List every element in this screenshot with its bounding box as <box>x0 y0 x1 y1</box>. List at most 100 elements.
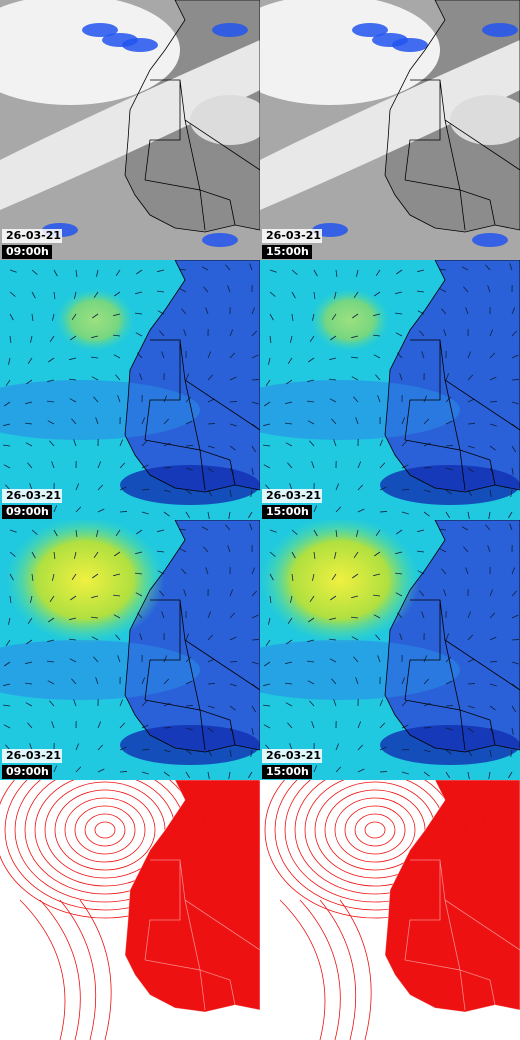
wind-arrow <box>423 727 432 729</box>
wind-arrow <box>489 636 497 641</box>
wind-arrow <box>311 721 315 729</box>
wind-arrow <box>291 291 296 299</box>
wind-arrow <box>31 529 38 535</box>
wind-arrow <box>91 335 99 339</box>
wind-arrow <box>183 589 187 597</box>
wind-band <box>0 380 200 440</box>
wind-arrow <box>374 291 381 297</box>
time-box <box>2 765 52 779</box>
wind-max <box>5 520 165 644</box>
wind-arrow <box>264 661 271 667</box>
wind-arrow <box>445 749 452 755</box>
date-box <box>262 489 322 503</box>
wind-arrow <box>93 656 99 663</box>
wind-arrow <box>395 312 403 315</box>
wind-arrow <box>395 551 403 555</box>
wind-arrow <box>163 749 171 753</box>
wind-arrow <box>4 661 11 667</box>
wind-arrow <box>335 483 340 491</box>
wind-arrow <box>485 264 491 271</box>
wind-arrow <box>225 264 231 271</box>
wind-arrow <box>439 548 447 553</box>
wind-arrow <box>461 526 469 531</box>
wind-arrow <box>510 489 513 497</box>
wind-arrow <box>97 721 102 729</box>
borders <box>384 780 520 1013</box>
wind-arrow <box>92 313 99 319</box>
wind-arrow <box>229 705 236 711</box>
wind-arrow <box>395 592 403 597</box>
wind-arrow <box>9 269 17 273</box>
wind-arrow <box>75 529 78 537</box>
wind-arrow <box>509 263 513 271</box>
wind-arrow <box>3 464 11 469</box>
wind-arrow <box>375 529 381 537</box>
wind-arrow <box>331 313 337 321</box>
wind-arrow <box>465 567 469 575</box>
wind-arrow <box>97 768 105 773</box>
wind-arrow <box>91 636 99 641</box>
wind-arrow <box>26 379 33 385</box>
wind-arrow <box>379 462 386 469</box>
wind-arrow <box>263 683 271 687</box>
isobar <box>354 813 396 847</box>
wind-arrow <box>135 312 143 315</box>
wind-arrow <box>375 374 381 381</box>
date-label: 26-03-21 <box>6 489 61 502</box>
isobar <box>64 797 146 863</box>
isobar <box>14 780 196 903</box>
wind-arrow <box>335 529 338 537</box>
wind-arrow <box>465 307 469 315</box>
wind-arrow <box>249 523 253 531</box>
wind-arrow <box>113 573 121 577</box>
wind-arrow <box>351 376 359 381</box>
land <box>385 520 520 752</box>
wind-arrow <box>377 655 381 663</box>
isobar <box>314 781 436 879</box>
wind-band <box>120 725 260 765</box>
wind-arrow <box>183 329 187 337</box>
wind-arrow <box>309 595 315 603</box>
wind-arrow <box>229 445 236 451</box>
wind-arrow <box>251 445 257 453</box>
wind-arrow <box>185 467 193 471</box>
wind-arrow <box>157 269 165 273</box>
wind-arrow <box>331 573 337 581</box>
wind-arrow <box>47 660 55 663</box>
wind-arrow <box>312 313 315 321</box>
wind-arrow <box>445 420 453 425</box>
wind-arrow <box>423 489 431 493</box>
wind-arrow <box>141 724 149 729</box>
borders <box>124 520 260 753</box>
wind-arrow <box>95 677 99 685</box>
wind-arrow <box>467 351 472 359</box>
wind-arrow <box>69 378 77 381</box>
wind-arrow <box>69 398 77 403</box>
wind-arrow <box>463 286 469 293</box>
wind-arrow <box>269 313 274 321</box>
wind-arrow <box>375 269 381 277</box>
wind-arrow <box>265 379 271 387</box>
wind-arrow <box>95 417 99 425</box>
wind-arrow <box>291 313 294 321</box>
wind-arrow <box>201 526 209 531</box>
wind-arrow <box>135 551 143 555</box>
wind-arrow <box>445 680 453 685</box>
rain-echo <box>202 233 238 247</box>
wind-arrow <box>445 467 453 471</box>
wind-band <box>120 465 260 505</box>
wind-arrow <box>352 573 359 579</box>
wind-arrow <box>489 612 496 619</box>
wind-arrow <box>439 288 447 293</box>
wind-arrow <box>287 462 293 469</box>
wind-arrow <box>329 398 337 403</box>
wind-band <box>380 465 520 505</box>
wind-arrow <box>489 445 496 451</box>
wind-arrow <box>489 661 498 663</box>
wind-arrow <box>445 511 451 519</box>
date-box <box>2 229 62 243</box>
wind-arrow <box>9 529 17 533</box>
wind-arrow <box>485 524 491 531</box>
wind-arrow <box>157 290 165 293</box>
wind-arrow <box>52 573 55 581</box>
